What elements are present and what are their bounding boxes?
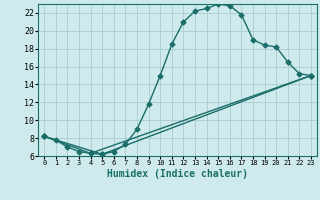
X-axis label: Humidex (Indice chaleur): Humidex (Indice chaleur)	[107, 169, 248, 179]
